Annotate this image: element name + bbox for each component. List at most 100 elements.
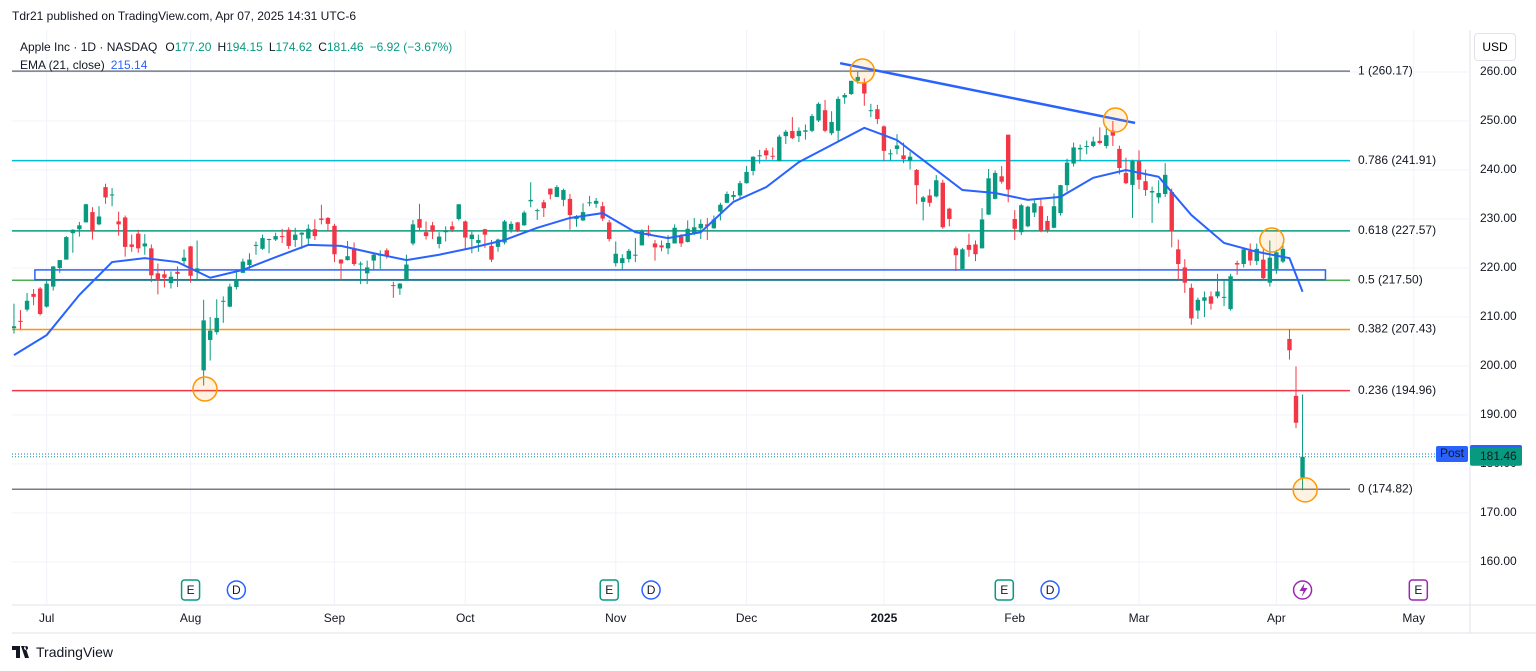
- candle-body: [319, 218, 324, 220]
- candle-body: [1110, 130, 1116, 136]
- candle-body: [1274, 252, 1279, 269]
- candle-body: [1077, 147, 1083, 150]
- candle-body: [593, 200, 599, 204]
- candle-body: [286, 229, 291, 246]
- candle-body: [397, 283, 403, 289]
- x-tick-label: May: [1402, 611, 1425, 625]
- plot: [12, 58, 1470, 503]
- candle-body: [1241, 249, 1246, 265]
- trendline: [839, 61, 1136, 125]
- x-tick-label: Sep: [324, 611, 346, 625]
- candle-body: [253, 244, 259, 246]
- candle-body: [659, 245, 664, 248]
- candle-body: [109, 194, 115, 196]
- candle-body: [1234, 263, 1240, 265]
- brand-name: TradingView: [36, 644, 114, 660]
- candle-body: [1143, 181, 1148, 191]
- candle-body: [325, 217, 331, 224]
- candle-body: [489, 245, 494, 260]
- candle-body: [1091, 141, 1096, 146]
- event-label: D: [232, 583, 241, 597]
- ohlc-value: 177.20: [174, 40, 212, 54]
- candle-body: [692, 227, 697, 234]
- candle-body: [31, 293, 36, 297]
- tag-name-box: [1436, 445, 1468, 462]
- candle-body: [384, 250, 390, 256]
- candle-body: [947, 208, 952, 219]
- candle-body: [1064, 162, 1070, 186]
- fib-label: 0.236 (194.96): [1358, 383, 1436, 397]
- candle-body: [966, 244, 972, 250]
- currency-button[interactable]: USD: [1474, 33, 1516, 61]
- x-tick-label: Nov: [605, 611, 626, 625]
- candle-body: [541, 202, 546, 209]
- candle-body: [914, 169, 919, 186]
- candle-body: [855, 76, 860, 81]
- candle-body: [528, 199, 533, 202]
- candle-body: [1293, 395, 1299, 423]
- candle-body: [960, 249, 965, 269]
- brand: TradingView: [12, 644, 113, 660]
- candle-body: [279, 236, 285, 238]
- x-tick-label: Jul: [39, 611, 54, 625]
- candle-body: [940, 182, 945, 228]
- ohlc-value: 194.15: [226, 40, 263, 54]
- candle-body: [1045, 220, 1050, 231]
- tag-name: Post: [1440, 446, 1465, 460]
- event-label: E: [187, 583, 195, 597]
- y-tick-label: 170.00: [1480, 505, 1517, 519]
- candle-body: [881, 126, 887, 151]
- candle-body: [973, 244, 978, 255]
- candle-body: [129, 244, 134, 247]
- candle-body: [207, 330, 213, 340]
- candle-body: [450, 226, 455, 230]
- candle-body: [731, 194, 736, 197]
- candle-body: [992, 172, 998, 199]
- candle-body: [463, 221, 468, 238]
- fib-label: 0.618 (227.57): [1358, 223, 1436, 237]
- candle-body: [371, 254, 376, 261]
- y-tick-label: 210.00: [1480, 309, 1517, 323]
- candle-body: [515, 222, 520, 231]
- x-tick-label: Dec: [736, 611, 757, 625]
- candle-body: [816, 103, 821, 121]
- candle-body: [979, 219, 985, 249]
- candle-body: [678, 236, 684, 244]
- candle-body: [175, 271, 180, 274]
- event-label: E: [605, 583, 613, 597]
- candle-body: [443, 231, 448, 233]
- candle-body: [162, 274, 167, 278]
- candle-body: [1051, 206, 1057, 228]
- candle-body: [920, 197, 926, 202]
- candle-body: [842, 95, 847, 98]
- candle-body: [1012, 219, 1017, 229]
- ohlc-value: 181.46: [326, 40, 364, 54]
- candle-body: [633, 254, 638, 256]
- candle-body: [894, 145, 900, 149]
- candle-body: [136, 233, 141, 249]
- fib-label: 0 (174.82): [1358, 481, 1413, 495]
- candle-body: [862, 82, 867, 94]
- candle-body: [155, 273, 161, 281]
- candle-body: [783, 131, 789, 137]
- candle-body: [188, 246, 193, 276]
- candle-body: [829, 121, 834, 134]
- event-icon: [226, 580, 247, 600]
- candle-body: [37, 288, 43, 314]
- candle-body: [1149, 191, 1155, 193]
- candle-body: [201, 320, 206, 371]
- candle-body: [64, 237, 69, 260]
- candle-body: [750, 156, 756, 171]
- overlay: 160.00170.00180.00190.00200.00210.00220.…: [39, 63, 1522, 625]
- candle-body: [1071, 147, 1076, 164]
- candle-body: [502, 221, 507, 243]
- y-tick-label: 220.00: [1480, 260, 1517, 274]
- candle-body: [1156, 192, 1161, 198]
- candle-body: [868, 110, 874, 112]
- candle-body: [875, 109, 880, 120]
- candle-body: [1267, 257, 1273, 283]
- fib-label: 0.5 (217.50): [1358, 272, 1423, 286]
- y-tick-label: 230.00: [1480, 211, 1517, 225]
- candle-body: [849, 80, 854, 95]
- event-icon: [180, 579, 201, 601]
